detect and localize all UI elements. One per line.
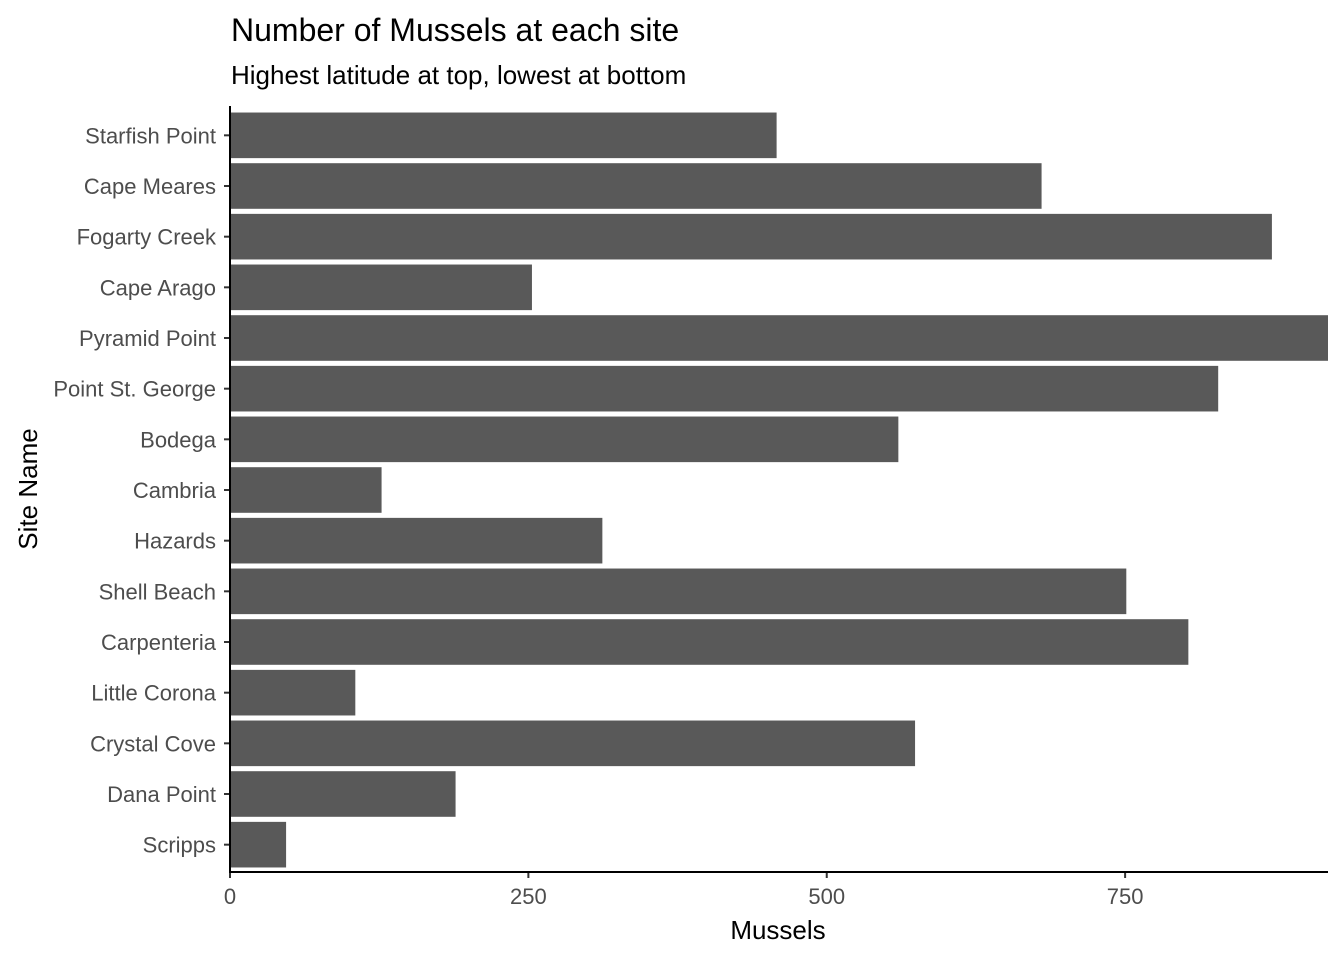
y-axis-ticks: Starfish Point Cape Meares Fogarty Creek Ca… [53,123,230,858]
x-axis-title: Mussels [730,915,825,945]
bar-pyramid-point [230,315,1328,361]
x-tick-label: 500 [808,884,845,909]
x-tick-label: 0 [224,884,236,909]
y-tick-label-little-corona: Little Corona [91,681,217,706]
y-tick-label-cape-arago: Cape Arago [100,275,216,300]
y-tick-label-bodega: Bodega [140,427,217,452]
y-tick-label-dana-point: Dana Point [107,782,216,807]
y-tick-label-cape-meares: Cape Meares [84,174,216,199]
bar-carpenteria [230,619,1189,665]
bar-fogarty-creek [230,213,1272,260]
x-axis-ticks: 0 250 500 750 [224,872,1144,909]
y-tick-label-pyramid-point: Pyramid Point [79,326,216,351]
y-tick-label-crystal-cove: Crystal Cove [90,731,216,756]
bar-little-corona [230,669,356,716]
y-tick-label-shell-beach: Shell Beach [99,579,216,604]
bar-shell-beach [230,568,1127,615]
y-tick-label-fogarty-creek: Fogarty Creek [77,225,217,250]
bar-scripps [230,821,287,868]
y-axis-title: Site Name [13,428,43,549]
y-tick-label-scripps: Scripps [143,833,216,858]
bar-cape-meares [230,163,1042,209]
bar-starfish-point [230,112,777,159]
y-tick-label-point-st-george: Point St. George [53,377,216,402]
y-tick-label-cambria: Cambria [133,478,217,503]
y-tick-label-carpenteria: Carpenteria [101,630,217,655]
x-tick-label: 750 [1107,884,1144,909]
bar-cambria [230,467,382,513]
bar-dana-point [230,771,456,817]
x-tick-label: 250 [510,884,547,909]
bar-point-st-george [230,365,1219,412]
bar-cape-arago [230,264,532,311]
bar-bodega [230,416,899,463]
y-tick-label-starfish-point: Starfish Point [85,123,216,148]
y-tick-label-hazards: Hazards [134,529,216,554]
chart-title: Number of Mussels at each site [231,12,679,48]
bar-hazards [230,517,603,564]
chart-subtitle: Highest latitude at top, lowest at botto… [231,60,686,90]
bars-group [230,112,1328,868]
bar-crystal-cove [230,720,916,767]
